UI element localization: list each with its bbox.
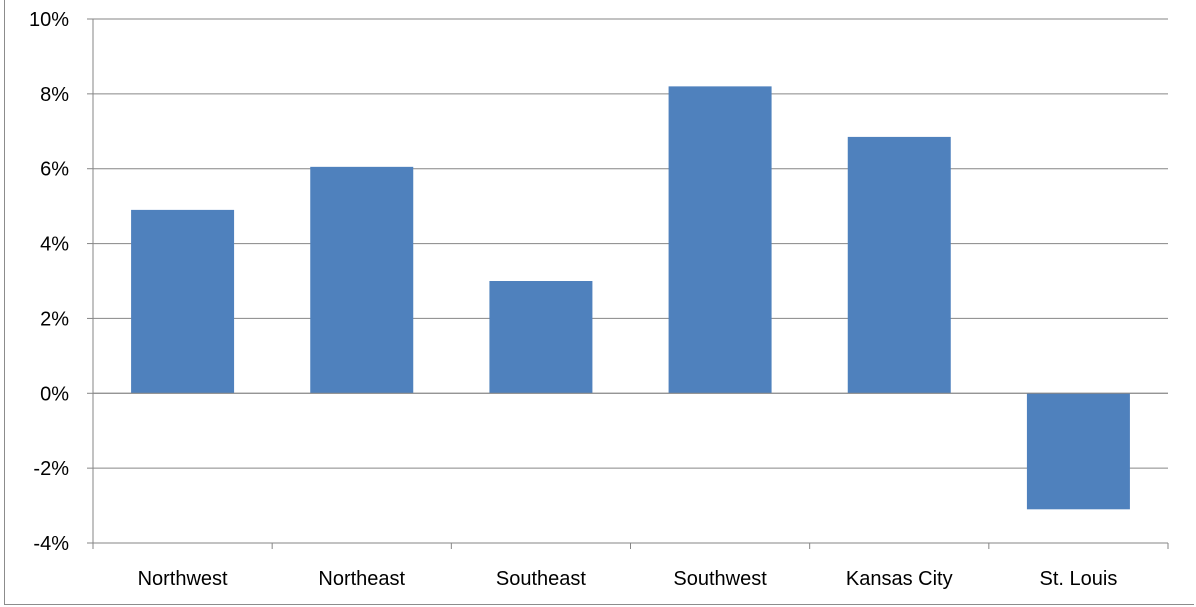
x-category-label: Southeast xyxy=(496,568,587,590)
bars xyxy=(131,86,1130,510)
y-tick-label: -4% xyxy=(33,533,69,555)
x-category-label: Northwest xyxy=(138,568,228,590)
y-tick-label: 6% xyxy=(40,159,69,181)
y-tick-label: 4% xyxy=(40,234,69,256)
bar-southwest xyxy=(668,86,772,394)
x-category-label: Southwest xyxy=(673,568,767,590)
y-tick-label: -2% xyxy=(33,458,69,480)
x-category-label: St. Louis xyxy=(1040,568,1118,590)
bar-southeast xyxy=(489,281,593,394)
axes xyxy=(87,18,1169,549)
bar-northeast xyxy=(310,166,414,394)
gridlines xyxy=(93,18,1168,469)
bar-kansas-city xyxy=(847,136,951,394)
y-tick-label: 10% xyxy=(29,9,69,31)
bar-st-louis xyxy=(1026,393,1130,510)
x-category-label: Kansas City xyxy=(846,568,953,590)
chart-area xyxy=(4,0,1194,605)
y-tick-label: 8% xyxy=(40,84,69,106)
y-axis-tick-labels: 10% 8% 6% 4% 2% 0% -2% -4% xyxy=(29,9,69,555)
x-axis-category-labels: Northwest Northeast Southeast Southwest Kans… xyxy=(138,568,1118,590)
bar-northwest xyxy=(131,209,235,394)
y-tick-label: 2% xyxy=(40,308,69,330)
y-tick-label: 0% xyxy=(40,383,69,405)
x-category-label: Northeast xyxy=(318,568,405,590)
